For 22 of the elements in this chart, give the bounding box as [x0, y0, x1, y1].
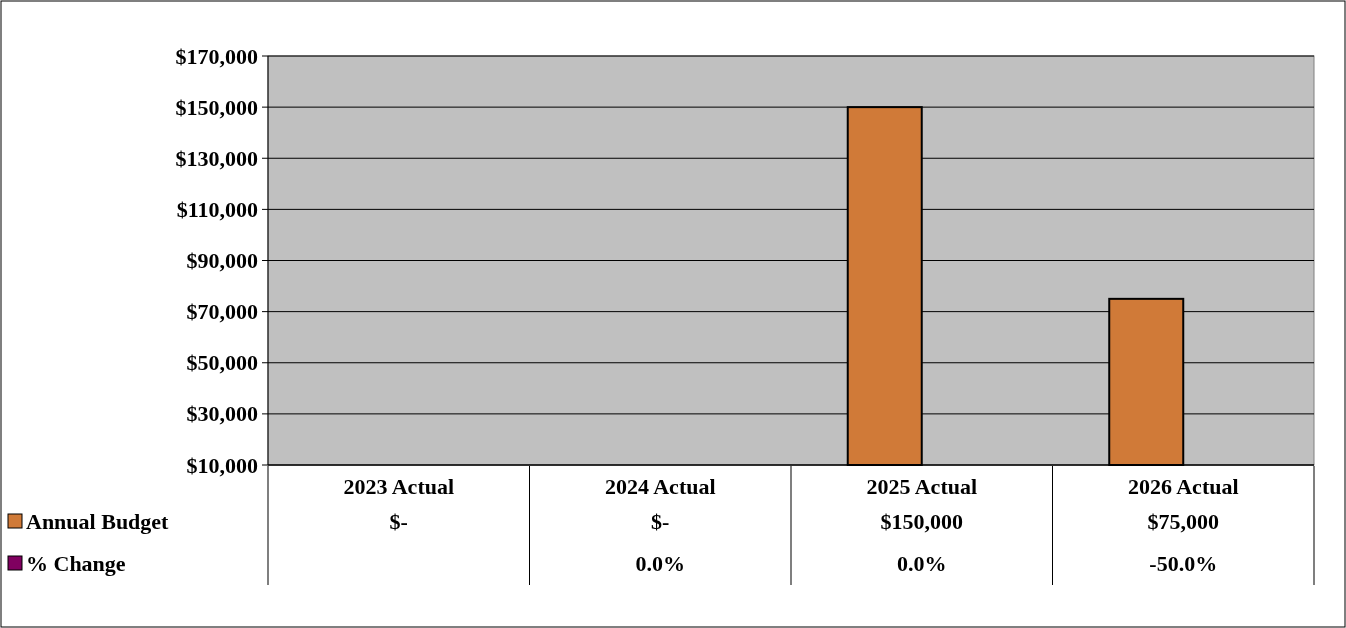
legend-label: Annual Budget: [26, 508, 170, 534]
text: -50.0%: [1149, 550, 1218, 576]
data-label: $150,000: [880, 508, 963, 534]
text: 0.0%: [897, 550, 947, 576]
y-tick-label: $10,000: [186, 452, 258, 478]
text: $-: [651, 508, 670, 534]
y-tick-label: $30,000: [186, 401, 258, 427]
y-tick-label: $150,000: [175, 94, 258, 120]
y-tick-label: $110,000: [176, 196, 258, 222]
y-tick-label: $50,000: [186, 350, 258, 376]
legend-label: % Change: [26, 550, 126, 576]
x-tick-label: 2025 Actual: [866, 473, 978, 499]
y-tick-label: $90,000: [186, 248, 258, 273]
x-tick-label: 2026 Actual: [1127, 473, 1239, 499]
text: $-: [389, 508, 408, 534]
x-tick-label: 2023 Actual: [343, 473, 455, 499]
data-label: $75,000: [1147, 508, 1219, 534]
y-tick-label: $70,000: [186, 299, 258, 325]
y-tick-label: $170,000: [175, 43, 258, 69]
y-tick-label: $130,000: [175, 145, 258, 171]
text: 0.0%: [635, 550, 685, 576]
x-tick-label: 2024 Actual: [604, 473, 716, 499]
